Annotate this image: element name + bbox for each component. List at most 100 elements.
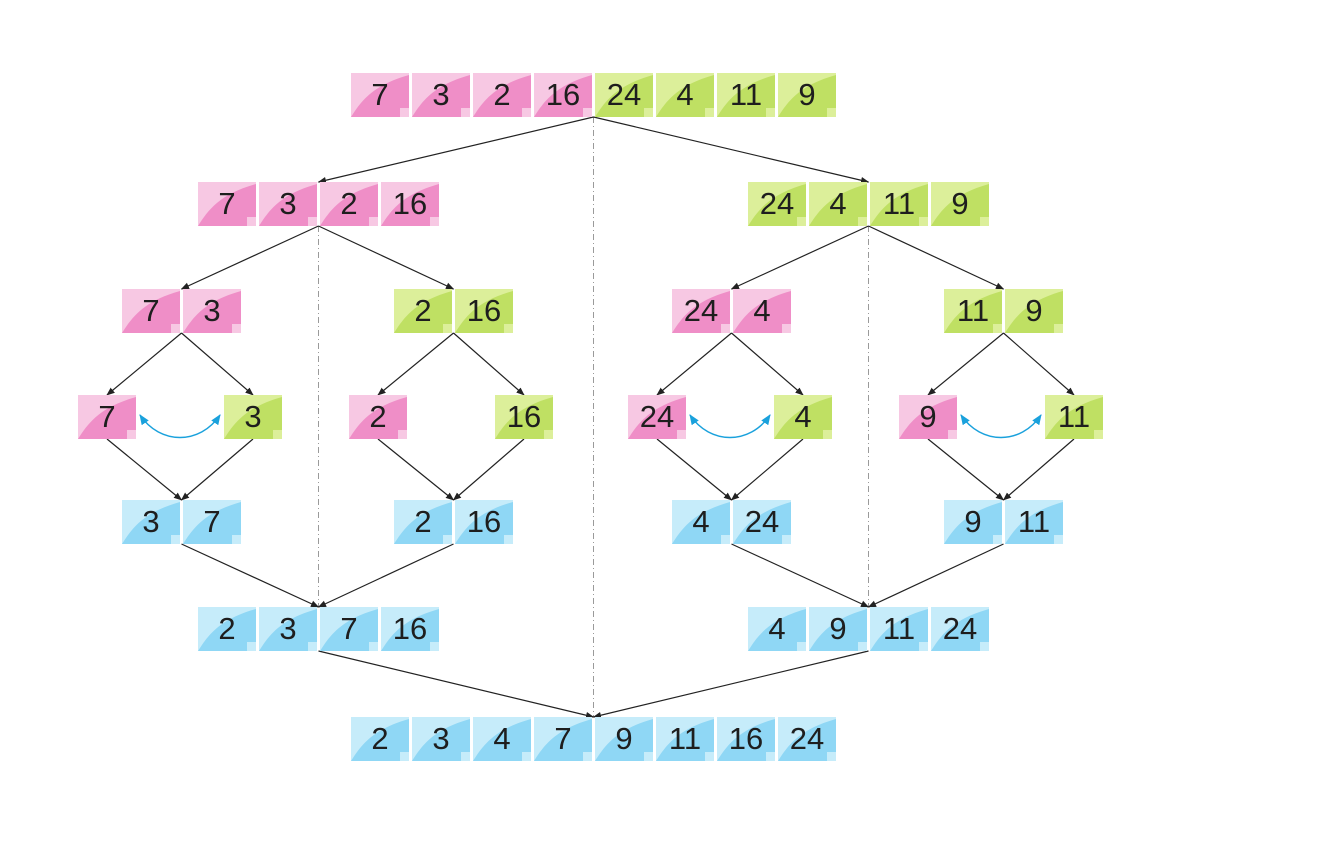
flow-arrow <box>592 650 869 719</box>
array-cell: 7 <box>534 717 592 761</box>
array-cell: 11 <box>656 717 714 761</box>
cell-value: 3 <box>432 721 450 756</box>
flow-arrow <box>377 332 454 396</box>
flow-arrow <box>868 225 1005 290</box>
flow-arrow <box>318 650 595 719</box>
array-cell: 4 <box>748 607 806 651</box>
cell-value: 3 <box>203 293 221 328</box>
cell-value: 24 <box>789 721 825 756</box>
flow-arrow <box>730 225 869 290</box>
array-cell: 24 <box>748 182 806 226</box>
cell-value: 11 <box>668 721 702 756</box>
cell-value: 11 <box>882 186 916 221</box>
array-cell: 9 <box>944 500 1002 544</box>
array-cell: 3 <box>259 607 317 651</box>
array-cell: 11 <box>1005 500 1063 544</box>
flow-arrow <box>180 438 254 501</box>
array-cell: 4 <box>656 73 714 117</box>
cell-value: 16 <box>392 611 428 646</box>
cell-value: 4 <box>692 504 710 539</box>
cell-value: 7 <box>142 293 160 328</box>
flow-arrow <box>593 116 870 184</box>
array-cell: 11 <box>870 182 928 226</box>
cell-value: 2 <box>493 77 511 112</box>
array-cell: 4 <box>733 289 791 333</box>
cell-value: 16 <box>466 293 502 328</box>
cell-value: 9 <box>951 186 969 221</box>
array-cell: 2 <box>320 182 378 226</box>
array-cell: 16 <box>381 607 439 651</box>
array-cell: 24 <box>778 717 836 761</box>
flow-arrow <box>927 438 1005 501</box>
array-cell: 2 <box>198 607 256 651</box>
flow-arrow <box>731 332 804 396</box>
cell-value: 11 <box>882 611 916 646</box>
flow-arrow <box>318 225 455 290</box>
cell-value: 2 <box>414 504 432 539</box>
flow-arrow <box>452 438 525 501</box>
flow-arrow <box>317 543 454 608</box>
cell-value: 24 <box>606 77 642 112</box>
cell-value: 24 <box>744 504 780 539</box>
cell-value: 9 <box>829 611 847 646</box>
array-cell: 16 <box>534 73 592 117</box>
flow-arrow <box>656 438 733 501</box>
array-cell: 16 <box>381 182 439 226</box>
flow-arrow <box>656 332 732 396</box>
cell-value: 7 <box>203 504 221 539</box>
cell-value: 24 <box>639 399 675 434</box>
cell-value: 24 <box>942 611 978 646</box>
cell-value: 16 <box>466 504 502 539</box>
arrow-lines <box>106 116 1075 719</box>
flow-arrow <box>731 543 870 608</box>
flow-arrow <box>453 332 525 396</box>
array-cell: 2 <box>473 73 531 117</box>
cell-value: 11 <box>1017 504 1051 539</box>
array-cell: 2 <box>394 289 452 333</box>
array-cell: 3 <box>122 500 180 544</box>
array-cell: 24 <box>672 289 730 333</box>
cell-value: 9 <box>798 77 816 112</box>
array-cell: 7 <box>78 395 136 439</box>
cell-value: 2 <box>218 611 236 646</box>
flow-arrow <box>180 225 319 290</box>
cell-value: 7 <box>371 77 389 112</box>
array-cell: 9 <box>1005 289 1063 333</box>
array-cell: 7 <box>122 289 180 333</box>
cell-value: 24 <box>683 293 719 328</box>
cell-value: 16 <box>392 186 428 221</box>
array-cell: 24 <box>595 73 653 117</box>
array-cell: 7 <box>320 607 378 651</box>
cell-value: 3 <box>142 504 160 539</box>
array-cell: 2 <box>351 717 409 761</box>
array-cell: 9 <box>899 395 957 439</box>
cell-value: 4 <box>794 399 812 434</box>
cell-value: 4 <box>768 611 786 646</box>
flow-arrow <box>106 332 182 396</box>
array-cell: 9 <box>595 717 653 761</box>
array-cell: 16 <box>717 717 775 761</box>
array-cell: 3 <box>259 182 317 226</box>
flow-arrow <box>867 543 1004 608</box>
cell-value: 7 <box>98 399 116 434</box>
cell-value: 3 <box>279 611 297 646</box>
array-cell: 16 <box>455 500 513 544</box>
cell-value: 3 <box>279 186 297 221</box>
flow-arrow <box>317 116 594 184</box>
flow-arrow <box>1002 438 1075 501</box>
array-cell: 2 <box>349 395 407 439</box>
flow-arrow <box>106 438 183 501</box>
array-cell: 7 <box>351 73 409 117</box>
cell-value: 16 <box>545 77 581 112</box>
array-cell: 2 <box>394 500 452 544</box>
cell-value: 11 <box>1057 399 1091 434</box>
cell-value: 9 <box>964 504 982 539</box>
cell-value: 9 <box>1025 293 1043 328</box>
swap-arrow <box>139 414 221 439</box>
swap-arrow <box>689 414 771 439</box>
cell-value: 7 <box>554 721 572 756</box>
array-cell: 24 <box>931 607 989 651</box>
cell-value: 11 <box>729 77 763 112</box>
